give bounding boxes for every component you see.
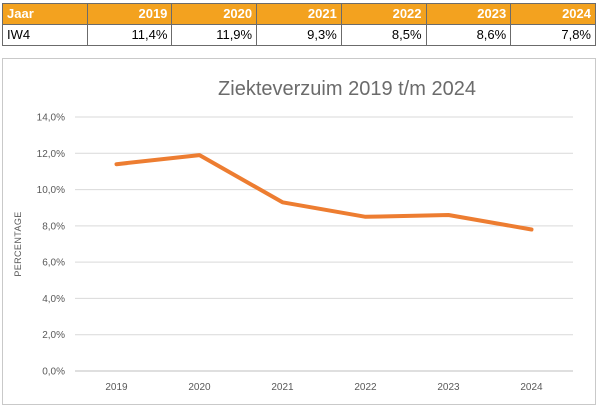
y-tick-label: 14,0% (37, 113, 65, 124)
data-point (530, 227, 534, 231)
header-year-cell: 2022 (340, 3, 427, 25)
y-tick-label: 0,0% (42, 367, 65, 378)
line-chart: Ziekteverzuim 2019 t/m 2024 PERCENTAGE 0… (2, 58, 596, 405)
data-point (115, 162, 119, 166)
header-label-cell: Jaar (2, 3, 88, 25)
header-year-cell: 2021 (256, 3, 342, 25)
data-point (447, 213, 451, 217)
x-tick-label: 2019 (105, 382, 128, 393)
header-year-cell: 2019 (86, 3, 173, 25)
y-tick-label: 4,0% (42, 294, 65, 305)
y-tick-label: 12,0% (37, 149, 65, 160)
header-year-cell: 2024 (510, 3, 596, 25)
gridlines (75, 116, 573, 372)
y-tick-label: 8,0% (42, 221, 65, 232)
sick-leave-table: Jaar 2019 2020 2021 2022 2023 2024 IW4 1… (2, 3, 596, 46)
data-point (364, 215, 368, 219)
header-year-cell: 2020 (171, 3, 258, 25)
chart-title: Ziekteverzuim 2019 t/m 2024 (218, 78, 476, 100)
x-tick-label: 2023 (437, 382, 460, 393)
data-point (198, 153, 202, 157)
value-cell: 11,9% (171, 24, 258, 46)
x-tick-label: 2024 (520, 382, 543, 393)
value-cell: 8,5% (340, 24, 427, 46)
data-point (281, 200, 285, 204)
x-tick-label: 2021 (271, 382, 294, 393)
y-axis-title: PERCENTAGE (13, 211, 23, 276)
x-tick-label: 2020 (188, 382, 211, 393)
table-row: IW4 11,4% 11,9% 9,3% 8,5% 8,6% 7,8% (2, 24, 596, 46)
y-tick-label: 6,0% (42, 258, 65, 269)
x-axis-ticks: 2019 2020 2021 2022 2023 2024 (105, 382, 543, 393)
row-label-cell: IW4 (2, 24, 88, 46)
series-line (114, 153, 534, 232)
header-year-cell: 2023 (425, 3, 512, 25)
value-cell: 11,4% (86, 24, 173, 46)
value-cell: 8,6% (425, 24, 512, 46)
y-tick-label: 10,0% (37, 185, 65, 196)
x-tick-label: 2022 (354, 382, 377, 393)
table-header-row: Jaar 2019 2020 2021 2022 2023 2024 (2, 3, 596, 25)
value-cell: 9,3% (256, 24, 342, 46)
y-axis-ticks: 0,0% 2,0% 4,0% 6,0% 8,0% 10,0% 12,0% 14,0% (37, 113, 65, 378)
series-layer (114, 153, 534, 232)
value-cell: 7,8% (510, 24, 596, 46)
chart-canvas: Ziekteverzuim 2019 t/m 2024 PERCENTAGE 0… (13, 78, 573, 393)
y-tick-label: 2,0% (42, 330, 65, 341)
